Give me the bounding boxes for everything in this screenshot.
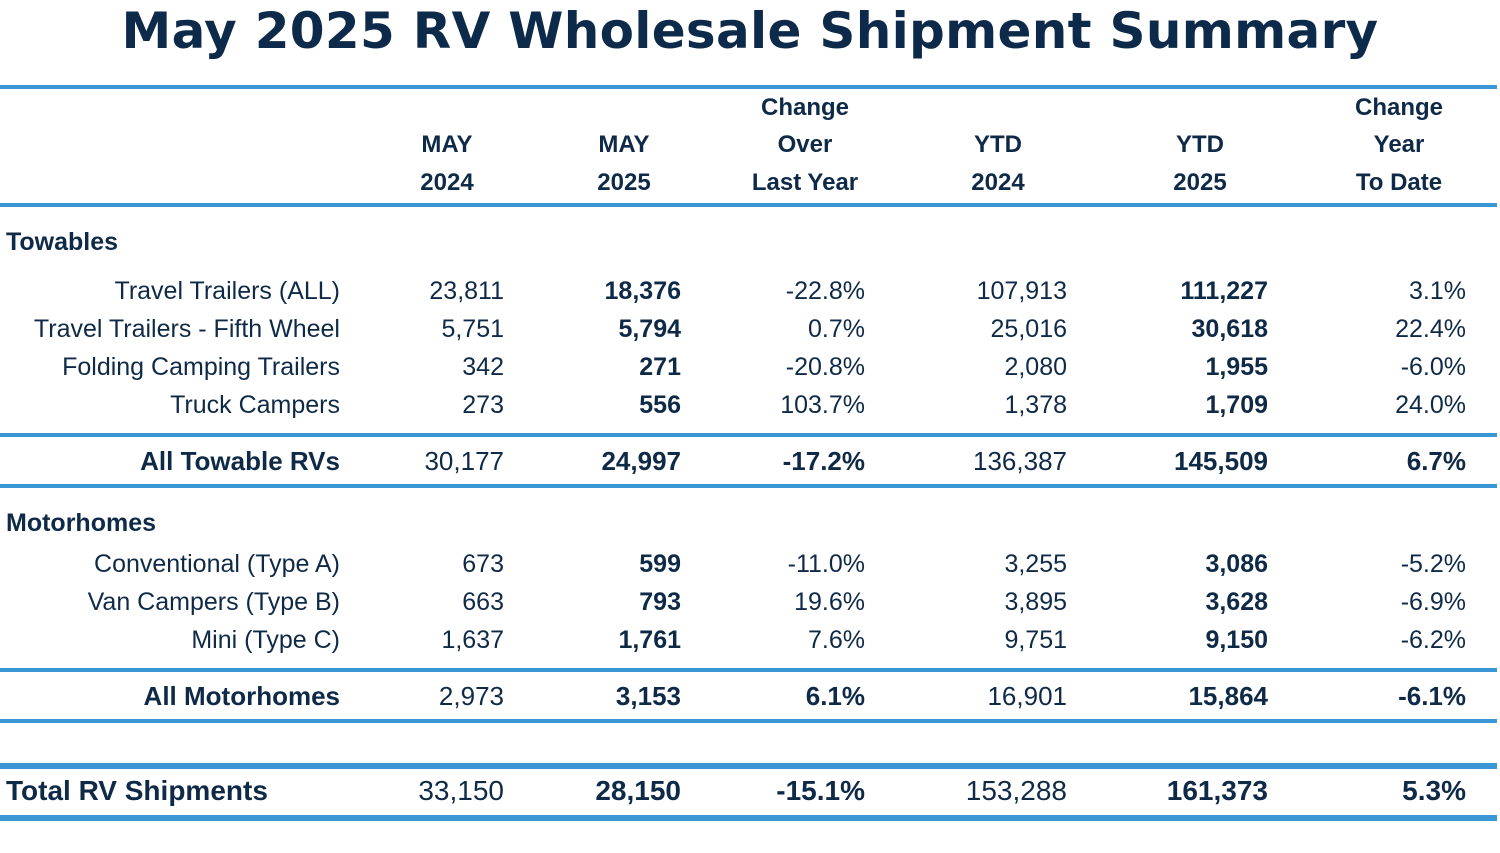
- divider-rule: [0, 203, 1497, 207]
- table-cell: -20.8%: [785, 353, 865, 381]
- table-cell: 25,016: [990, 315, 1067, 343]
- table-cell: 556: [639, 391, 681, 419]
- subtotal-cell: 15,864: [1188, 681, 1268, 711]
- table-cell: 0.7%: [808, 315, 865, 343]
- column-header-line: Last Year: [751, 169, 859, 196]
- table-cell: 1,955: [1205, 353, 1268, 381]
- grand-total-cell: 153,288: [965, 775, 1067, 806]
- table-cell: 5,751: [441, 315, 504, 343]
- table-cell: 271: [639, 353, 681, 381]
- column-header-line: MAY: [421, 131, 473, 158]
- grand-total-cell: 5.3%: [1402, 775, 1466, 806]
- table-cell: -6.0%: [1400, 353, 1466, 381]
- divider-rule: [0, 763, 1497, 769]
- subtotal-cell: 30,177: [424, 446, 504, 476]
- table-cell: 103.7%: [780, 391, 865, 419]
- column-header-line: 2025: [597, 169, 651, 196]
- divider-rule: [0, 815, 1497, 821]
- table-cell: 23,811: [429, 277, 504, 305]
- column-header-line: Change: [760, 94, 849, 121]
- row-label: Mini (Type C): [191, 626, 340, 654]
- table-cell: 5,794: [618, 315, 681, 343]
- table-cell: -22.8%: [785, 277, 865, 305]
- subtotal-cell: 3,153: [615, 681, 681, 711]
- table-cell: 24.0%: [1395, 391, 1466, 419]
- table-cell: 9,150: [1205, 626, 1268, 654]
- column-header-line: Over: [777, 131, 833, 158]
- table-cell: 2,080: [1004, 353, 1067, 381]
- subtotal-cell: -6.1%: [1398, 681, 1466, 711]
- grand-total-cell: 28,150: [595, 775, 681, 806]
- row-label: Travel Trailers - Fifth Wheel: [33, 315, 340, 343]
- subtotal-label: All Towable RVs: [140, 446, 340, 476]
- subtotal-cell: 6.1%: [805, 681, 865, 711]
- row-label: Folding Camping Trailers: [62, 353, 340, 381]
- table-cell: 273: [462, 391, 504, 419]
- table-cell: 111,227: [1180, 277, 1268, 305]
- column-header-line: 2024: [420, 169, 474, 196]
- table-cell: 663: [462, 588, 504, 616]
- divider-rule: [0, 433, 1497, 437]
- subtotal-cell: 2,973: [438, 681, 504, 711]
- table-cell: -11.0%: [787, 550, 865, 578]
- subtotal-cell: -17.2%: [782, 446, 865, 476]
- grand-total-cell: 33,150: [418, 775, 504, 806]
- table-cell: 1,378: [1004, 391, 1067, 419]
- table-cell: -5.2%: [1400, 550, 1466, 578]
- subtotal-cell: 16,901: [987, 681, 1067, 711]
- divider-rule: [0, 668, 1497, 672]
- table-cell: 1,761: [618, 626, 681, 654]
- grand-total-cell: 161,373: [1166, 775, 1268, 806]
- table-cell: 107,913: [976, 277, 1067, 305]
- section-heading: Towables: [6, 228, 119, 256]
- row-label: Travel Trailers (ALL): [114, 277, 340, 305]
- subtotal-cell: 24,997: [601, 446, 681, 476]
- subtotal-cell: 6.7%: [1406, 446, 1466, 476]
- row-label: Conventional (Type A): [94, 550, 340, 578]
- row-label: Van Campers (Type B): [87, 588, 340, 616]
- column-header-line: Year: [1373, 131, 1425, 158]
- row-label: Truck Campers: [170, 391, 340, 419]
- table-cell: 9,751: [1004, 626, 1067, 654]
- column-header-line: 2024: [971, 169, 1025, 196]
- table-cell: 1,709: [1205, 391, 1268, 419]
- subtotal-cell: 145,509: [1174, 446, 1268, 476]
- table-cell: 3,628: [1205, 588, 1268, 616]
- table-cell: 342: [462, 353, 504, 381]
- table-cell: 19.6%: [794, 588, 865, 616]
- divider-rule: [0, 85, 1497, 89]
- column-header-line: YTD: [1176, 131, 1224, 158]
- table-cell: 3,895: [1004, 588, 1067, 616]
- table-cell: 673: [462, 550, 504, 578]
- table-cell: 793: [639, 588, 681, 616]
- table-cell: 18,376: [604, 277, 681, 305]
- section-heading: Motorhomes: [6, 509, 156, 537]
- divider-rule: [0, 484, 1497, 488]
- column-header-line: To Date: [1355, 169, 1443, 196]
- table-cell: 3,255: [1004, 550, 1067, 578]
- table-cell: 22.4%: [1395, 315, 1466, 343]
- column-header-line: Change: [1354, 94, 1443, 121]
- chart-title: May 2025 RV Wholesale Shipment Summary: [121, 2, 1379, 60]
- subtotal-label: All Motorhomes: [143, 681, 340, 711]
- table-cell: 3.1%: [1409, 277, 1466, 305]
- table-cell: 30,618: [1191, 315, 1268, 343]
- column-header-line: YTD: [974, 131, 1022, 158]
- table-cell: 599: [639, 550, 681, 578]
- grand-total-label: Total RV Shipments: [6, 775, 268, 806]
- subtotal-cell: 136,387: [973, 446, 1067, 476]
- table-cell: -6.9%: [1400, 588, 1466, 616]
- divider-rule: [0, 719, 1497, 723]
- column-header-line: MAY: [598, 131, 650, 158]
- table-cell: 1,637: [441, 626, 504, 654]
- grand-total-cell: -15.1%: [776, 775, 865, 806]
- table-cell: -6.2%: [1400, 626, 1466, 654]
- table-cell: 3,086: [1205, 550, 1268, 578]
- table-cell: 7.6%: [808, 626, 865, 654]
- column-header-line: 2025: [1173, 169, 1227, 196]
